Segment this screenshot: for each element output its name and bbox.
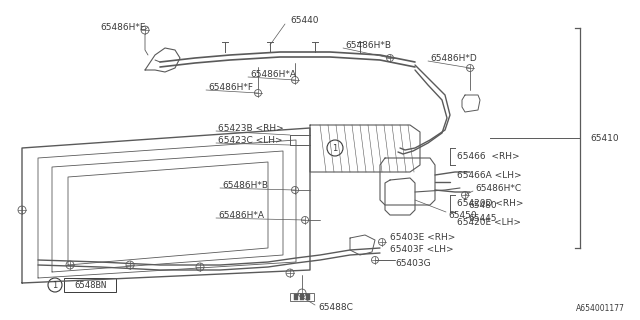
Text: A654001177: A654001177	[576, 304, 625, 313]
Text: 6548BN: 6548BN	[74, 281, 106, 290]
Text: 65420E <LH>: 65420E <LH>	[457, 218, 521, 227]
Text: 65486H*A: 65486H*A	[218, 211, 264, 220]
Text: 65480: 65480	[468, 201, 497, 210]
Text: 65420D <RH>: 65420D <RH>	[457, 199, 524, 208]
Text: 65440: 65440	[290, 15, 319, 25]
Text: 65423B <RH>: 65423B <RH>	[218, 124, 284, 132]
Text: 65445: 65445	[468, 213, 497, 222]
Bar	[294, 294, 298, 300]
Text: 65423C <LH>: 65423C <LH>	[218, 135, 283, 145]
Text: 65486H*C: 65486H*C	[475, 183, 521, 193]
Text: 65486H*A: 65486H*A	[250, 69, 296, 78]
Text: 65466  <RH>: 65466 <RH>	[457, 152, 520, 161]
Text: 65410: 65410	[590, 133, 619, 142]
Bar	[290, 293, 314, 301]
Bar	[306, 294, 310, 300]
Text: 65403G: 65403G	[395, 259, 431, 268]
Text: 65466A <LH>: 65466A <LH>	[457, 171, 522, 180]
Text: 65486H*F: 65486H*F	[208, 83, 253, 92]
Text: 65403E <RH>: 65403E <RH>	[390, 233, 456, 242]
Text: 65486H*D: 65486H*D	[430, 53, 477, 62]
Text: 1: 1	[332, 143, 338, 153]
Text: 65486H*B: 65486H*B	[345, 41, 391, 50]
Bar	[300, 294, 304, 300]
Text: 65488C: 65488C	[318, 303, 353, 313]
Text: 65450: 65450	[448, 211, 477, 220]
Bar	[64, 278, 116, 292]
Text: 65486H*B: 65486H*B	[222, 180, 268, 189]
Text: 1: 1	[52, 281, 58, 290]
Text: 65486H*E: 65486H*E	[100, 22, 145, 31]
Text: 65403F <LH>: 65403F <LH>	[390, 244, 454, 253]
